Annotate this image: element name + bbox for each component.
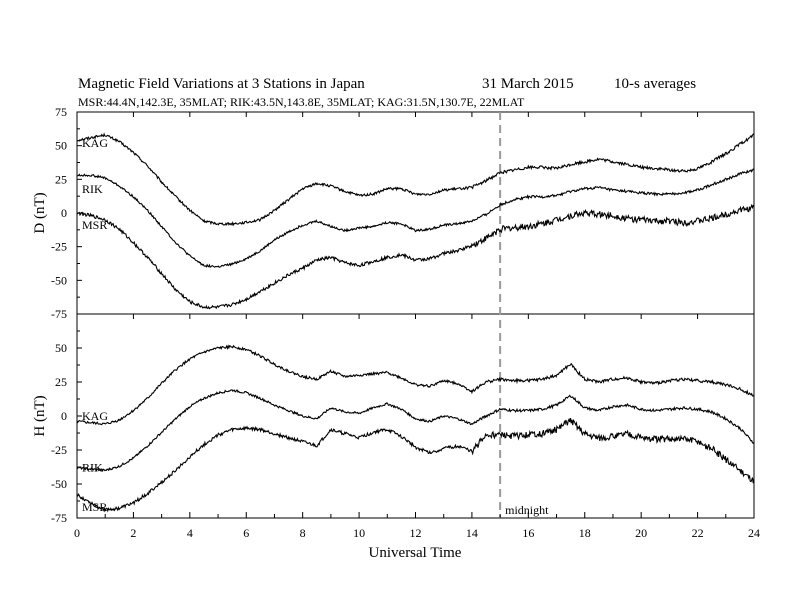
- x-tick-label: 18: [579, 526, 591, 540]
- h-series-kag: [76, 344, 755, 426]
- chart-title: Magnetic Field Variations at 3 Stations …: [78, 76, 365, 92]
- d-panel-frame: [76, 111, 755, 315]
- h-ytick-label: -75: [51, 511, 67, 525]
- x-tick-label: 10: [353, 526, 365, 540]
- d-ytick-label: 0: [61, 206, 67, 220]
- h-ytick-label: -25: [51, 443, 67, 457]
- x-tick-label: 8: [300, 526, 306, 540]
- h-ytick-label: 0: [61, 409, 67, 423]
- x-axis: 0 2 4 6 8 10 12 14 16 18 20 22 24: [74, 112, 760, 540]
- x-tick-label: 0: [74, 526, 80, 540]
- h-ytick-label: 25: [55, 375, 67, 389]
- d-axis-label: D (nT): [32, 192, 48, 233]
- x-tick-label: 4: [187, 526, 193, 540]
- x-tick-label: 24: [748, 526, 760, 540]
- x-tick-label: 12: [410, 526, 422, 540]
- d-ytick-label: -75: [51, 307, 67, 321]
- midnight-label: midnight: [505, 503, 549, 517]
- d-ytick-label: 50: [55, 139, 67, 153]
- h-series-msr: [76, 417, 755, 513]
- x-axis-label: Universal Time: [369, 545, 462, 561]
- stations-coordinates: MSR:44.4N,142.3E, 35MLAT; RIK:43.5N,143.…: [78, 95, 525, 109]
- x-tick-label: 20: [635, 526, 647, 540]
- x-tick-label: 2: [130, 526, 136, 540]
- x-tick-label: 22: [692, 526, 704, 540]
- h-ytick-label: 50: [55, 341, 67, 355]
- chart-averaging: 10-s averages: [614, 76, 696, 92]
- d-station-label-msr: MSR: [82, 218, 107, 232]
- d-panel-plot: 75 50 25 0 -25 -50 -75 KAG RIK MSR: [51, 105, 755, 321]
- h-series-rik: [76, 389, 755, 473]
- h-panel-plot: 50 25 0 -25 -50 -75 KAG RIK MSR: [51, 313, 755, 525]
- x-tick-label: 16: [522, 526, 534, 540]
- d-series-rik: [76, 168, 755, 268]
- d-station-label-kag: KAG: [82, 136, 108, 150]
- h-ytick-label: -50: [51, 477, 67, 491]
- chart-date: 31 March 2015: [482, 76, 574, 92]
- d-series-kag: [76, 132, 755, 227]
- x-tick-label: 6: [243, 526, 249, 540]
- x-tick-label: 14: [466, 526, 478, 540]
- h-station-label-kag: KAG: [82, 409, 108, 423]
- d-series-msr: [76, 203, 755, 310]
- d-ytick-label: -50: [51, 273, 67, 287]
- d-station-label-rik: RIK: [82, 182, 103, 196]
- h-axis-label: H (nT): [32, 395, 48, 436]
- h-station-label-rik: RIK: [82, 461, 103, 475]
- d-ytick-label: -25: [51, 240, 67, 254]
- h-station-label-msr: MSR: [82, 500, 107, 514]
- d-ytick-label: 75: [55, 105, 67, 119]
- d-ytick-label: 25: [55, 172, 67, 186]
